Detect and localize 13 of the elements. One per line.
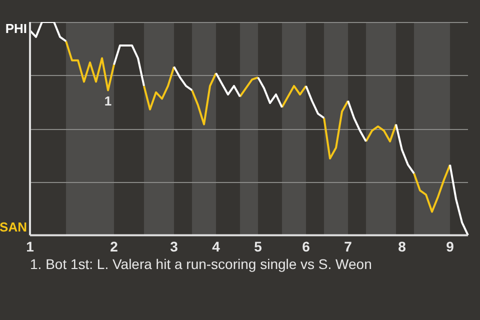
x-tick-label: 9 — [446, 238, 454, 254]
annotation: 1 — [104, 93, 112, 108]
series-label: PHI — [5, 21, 27, 36]
x-tick-label: 6 — [302, 238, 310, 254]
x-tick-label: 3 — [170, 238, 178, 254]
x-tick-label: 8 — [398, 238, 406, 254]
x-tick-label: 1 — [26, 238, 34, 254]
x-tick-label: 5 — [254, 238, 262, 254]
text: SAN — [0, 219, 27, 234]
x-tick-label: 7 — [344, 238, 352, 254]
text: 1. Bot 1st: L. Valera hit a run-scoring single vs S. Weon — [30, 256, 372, 272]
x-tick-label: 2 — [110, 238, 118, 254]
x-tick-label: 4 — [212, 238, 220, 254]
